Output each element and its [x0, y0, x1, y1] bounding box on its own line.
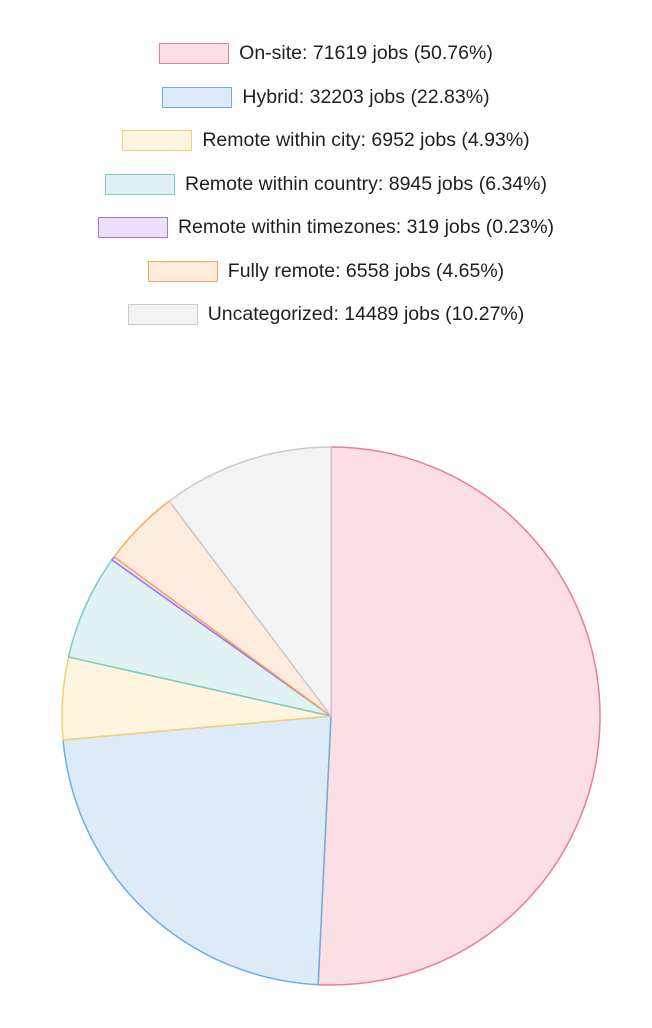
chart-legend: On-site: 71619 jobs (50.76%) Hybrid: 3220…: [0, 32, 652, 337]
legend-swatch: [104, 173, 175, 195]
legend-item[interactable]: Remote within country: 8945 jobs (6.34%): [0, 163, 652, 207]
legend-label: Remote within city: 6952 jobs (4.93%): [202, 129, 530, 152]
legend-item[interactable]: Fully remote: 6558 jobs (4.65%): [0, 250, 652, 294]
legend-label: Uncategorized: 14489 jobs (10.27%): [207, 303, 525, 326]
pie-slice[interactable]: [62, 715, 332, 986]
legend-swatch: [162, 86, 233, 108]
legend-label: Remote within country: 8945 jobs (6.34%): [184, 172, 548, 195]
legend-label: Remote within timezones: 319 jobs (0.23%…: [177, 216, 555, 239]
legend-label: Fully remote: 6558 jobs (4.65%): [227, 259, 505, 282]
legend-item[interactable]: Remote within timezones: 319 jobs (0.23%…: [0, 206, 652, 250]
pie-slice[interactable]: [317, 446, 601, 986]
legend-item[interactable]: Hybrid: 32203 jobs (22.83%): [0, 76, 652, 120]
legend-item[interactable]: Remote within city: 6952 jobs (4.93%): [0, 119, 652, 163]
legend-swatch: [122, 130, 193, 152]
pie-slice[interactable]: [168, 446, 332, 717]
legend-label: Hybrid: 32203 jobs (22.83%): [242, 85, 490, 108]
legend-label: On-site: 71619 jobs (50.76%): [239, 42, 493, 65]
legend-swatch: [127, 304, 198, 326]
legend-swatch: [97, 217, 168, 239]
legend-item[interactable]: Uncategorized: 14489 jobs (10.27%): [0, 293, 652, 337]
legend-swatch: [159, 43, 230, 65]
legend-item[interactable]: On-site: 71619 jobs (50.76%): [0, 32, 652, 76]
legend-swatch: [147, 260, 218, 282]
